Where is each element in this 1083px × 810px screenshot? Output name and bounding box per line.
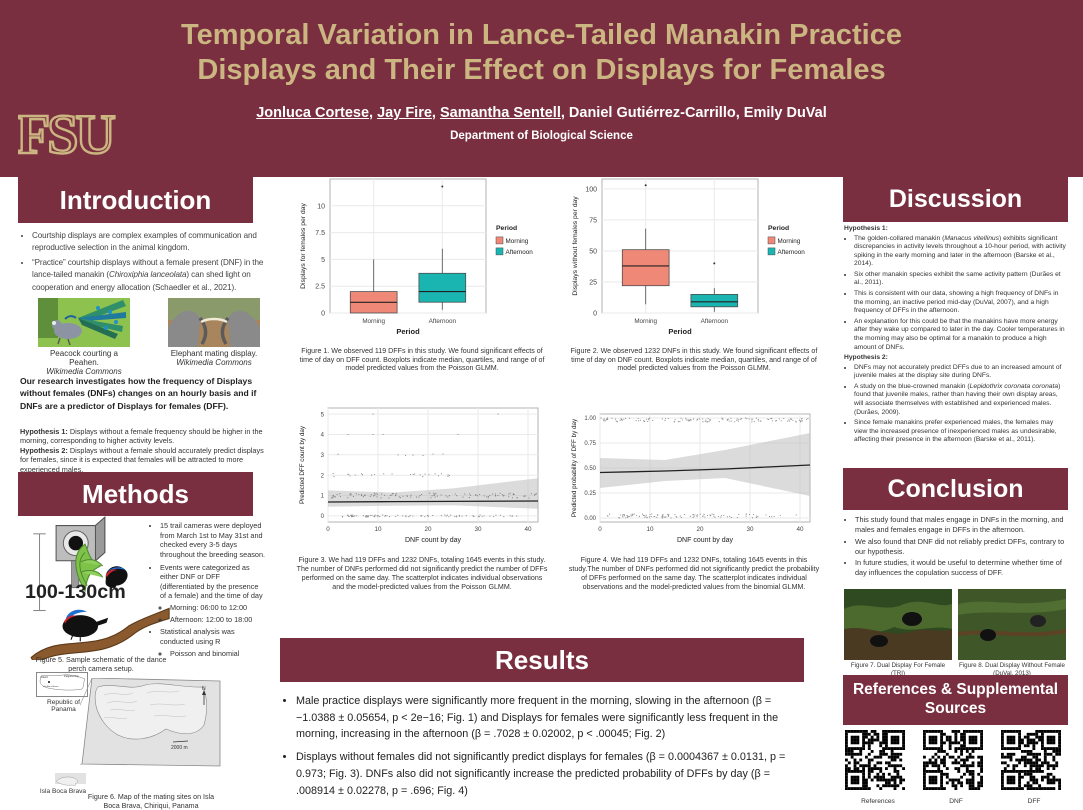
svg-text:Morning: Morning [362, 318, 385, 325]
svg-text:Displays without females per d: Displays without females per day [572, 196, 579, 296]
svg-text:Morning: Morning [778, 238, 801, 245]
svg-text:25: 25 [589, 280, 597, 287]
svg-text:100-130cm: 100-130cm [25, 581, 126, 603]
svg-text:Afternoon: Afternoon [506, 249, 534, 256]
svg-text:Afternoon: Afternoon [778, 249, 806, 256]
svg-text:Afternoon: Afternoon [429, 318, 457, 325]
svg-text:0.75: 0.75 [584, 441, 596, 447]
svg-text:Afternoon: Afternoon [701, 318, 729, 325]
svg-text:Morning: Morning [634, 318, 657, 325]
svg-text:50: 50 [589, 249, 597, 256]
svg-text:Predicted probability of DFF b: Predicted probability of DFF by day [571, 418, 578, 517]
svg-text:10: 10 [374, 526, 382, 533]
svg-text:DNF count by day: DNF count by day [677, 537, 734, 544]
svg-text:2.5: 2.5 [315, 284, 325, 291]
svg-text:Morning: Morning [506, 238, 529, 245]
svg-text:David: David [41, 675, 48, 679]
svg-text:20: 20 [696, 526, 704, 533]
svg-text:0.00: 0.00 [584, 516, 596, 522]
svg-text:7.5: 7.5 [315, 230, 325, 237]
svg-text:75: 75 [589, 217, 597, 224]
svg-text:0: 0 [321, 311, 325, 318]
svg-text:0.50: 0.50 [584, 466, 596, 472]
svg-text:Palgona City: Palgona City [64, 674, 79, 678]
svg-text:Period: Period [496, 225, 517, 232]
svg-text:3: 3 [321, 453, 325, 459]
svg-text:2: 2 [321, 473, 325, 479]
svg-text:20: 20 [424, 526, 432, 533]
svg-text:0.25: 0.25 [584, 491, 596, 497]
svg-text:30: 30 [746, 526, 754, 533]
svg-text:10: 10 [646, 526, 654, 533]
svg-text:10: 10 [317, 203, 325, 210]
svg-text:1.00: 1.00 [584, 416, 596, 422]
svg-text:0: 0 [321, 514, 325, 520]
svg-text:Period: Period [768, 225, 789, 232]
svg-text:2000 m: 2000 m [171, 745, 188, 751]
svg-text:30: 30 [474, 526, 482, 533]
svg-text:Period: Period [396, 327, 420, 336]
svg-text:40: 40 [524, 526, 532, 533]
svg-text:0: 0 [326, 526, 330, 533]
svg-text:Isla Boca Brava: Isla Boca Brava [43, 685, 59, 688]
svg-text:100: 100 [585, 186, 597, 193]
svg-text:4: 4 [321, 433, 325, 439]
svg-text:40: 40 [796, 526, 804, 533]
svg-text:0: 0 [593, 311, 597, 318]
svg-text:Period: Period [668, 327, 692, 336]
svg-text:5: 5 [321, 412, 325, 418]
svg-text:Displays for females per day: Displays for females per day [300, 203, 307, 289]
svg-text:Predicted DFF count by day: Predicted DFF count by day [299, 425, 306, 504]
svg-text:DNF count by day: DNF count by day [405, 537, 462, 544]
svg-text:5: 5 [321, 257, 325, 264]
svg-text:1: 1 [321, 494, 325, 500]
svg-text:0: 0 [598, 526, 602, 533]
